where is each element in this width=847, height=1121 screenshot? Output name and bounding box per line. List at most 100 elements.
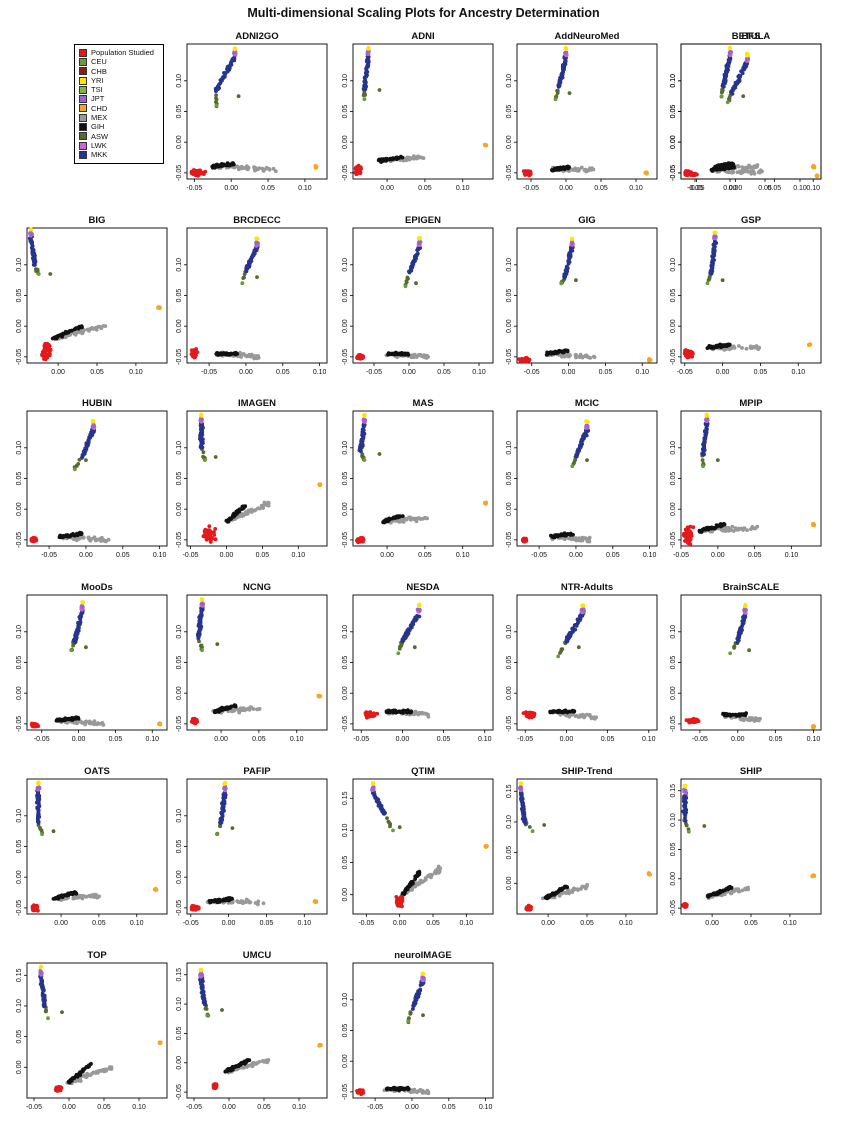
y-tick-label: 0.00: [670, 502, 677, 516]
y-tick-label: 0.10: [342, 74, 349, 88]
data-point: [362, 431, 367, 436]
x-tick-label: -0.05: [692, 736, 708, 743]
data-point: [411, 261, 416, 266]
legend-label: ASW: [91, 131, 109, 141]
data-point: [738, 74, 743, 78]
x-tick-label: 0.10: [642, 736, 656, 743]
data-point: [63, 716, 68, 721]
data-point: [199, 426, 204, 431]
data-point: [201, 601, 205, 606]
x-tick-label: 0.00: [729, 185, 743, 192]
y-tick-label: 0.10: [506, 258, 513, 272]
y-tick-label: 0.10: [342, 441, 349, 455]
x-tick-label: 0.05: [261, 185, 275, 192]
data-point: [255, 356, 259, 361]
data-point: [203, 533, 208, 538]
panel-title: GSP: [741, 215, 762, 226]
data-point: [585, 419, 589, 424]
scatter-panel: HUBIN-0.05 0.00 0.05 0.10-0.050.000.050.10: [16, 398, 168, 559]
plot-frame: [516, 227, 658, 364]
data-point: [384, 156, 389, 161]
data-point: [525, 170, 529, 174]
data-point: [683, 352, 688, 357]
y-tick-label: -0.05: [16, 716, 23, 732]
y-tick-label: 0.00: [670, 135, 677, 149]
data-point: [560, 75, 565, 80]
data-point: [271, 166, 276, 171]
data-point: [40, 353, 45, 358]
data-point: [709, 264, 714, 268]
legend: Population Studied CEU CHB YRI TSI JPT CHD MEX G…: [74, 44, 164, 164]
data-point: [594, 715, 599, 720]
data-point: [207, 528, 212, 533]
y-tick-label: 0.05: [506, 656, 513, 670]
data-point: [721, 528, 725, 533]
x-tick-label: 0.10: [456, 185, 470, 192]
panel-title: BETULA: [732, 31, 771, 42]
data-point: [229, 62, 234, 67]
data-point: [739, 712, 744, 716]
data-point: [357, 446, 362, 451]
legend-entry: MEX: [79, 113, 159, 122]
scatter-panel: BFS-0.05 0.00 0.05 0.10-0.050.000.050.10: [670, 31, 822, 192]
panel-title: MCIC: [575, 398, 599, 409]
data-point: [704, 423, 709, 427]
data-point: [745, 53, 750, 58]
data-point: [192, 716, 197, 721]
y-tick-label: -0.05: [176, 716, 183, 732]
y-tick-label: 0.05: [176, 472, 183, 486]
data-point: [86, 535, 91, 540]
data-point: [723, 77, 728, 82]
data-point: [81, 535, 86, 540]
data-point: [736, 164, 741, 169]
data-point: [728, 46, 733, 50]
data-point: [705, 281, 710, 286]
data-point: [69, 328, 74, 333]
data-point: [698, 530, 702, 534]
data-point: [550, 168, 554, 172]
scatter-panel: IMAGEN-0.05 0.00 0.05 0.10-0.050.000.050.10: [176, 398, 328, 559]
data-point: [520, 357, 525, 362]
x-tick-label: -0.05: [366, 369, 382, 376]
data-point: [241, 504, 245, 509]
data-point: [749, 527, 753, 531]
data-point: [582, 432, 587, 437]
data-point: [360, 354, 364, 359]
data-point: [360, 453, 365, 458]
plot-frame: [680, 227, 822, 364]
data-point: [564, 46, 568, 51]
y-tick-label: 0.05: [16, 472, 23, 486]
data-point: [420, 155, 424, 160]
data-point: [255, 241, 260, 245]
data-point: [704, 427, 709, 431]
data-point: [236, 94, 241, 99]
data-point: [69, 533, 74, 538]
data-point: [208, 540, 213, 544]
data-point: [422, 355, 427, 360]
data-point: [556, 654, 561, 659]
data-point: [229, 59, 234, 64]
data-point: [33, 263, 37, 267]
data-point: [726, 64, 731, 69]
data-point: [558, 651, 562, 655]
legend-label: CHB: [91, 66, 107, 76]
data-point: [727, 51, 732, 55]
data-point: [245, 164, 249, 169]
data-point: [225, 66, 230, 71]
data-point: [691, 172, 696, 177]
y-tick-label: -0.05: [670, 716, 677, 732]
data-point: [81, 600, 85, 604]
plot-frame: [516, 43, 658, 180]
legend-entry: MKK: [79, 150, 159, 159]
data-point: [226, 352, 231, 356]
y-tick-label: 0.05: [670, 656, 677, 670]
data-point: [566, 262, 571, 266]
data-point: [730, 91, 735, 96]
x-tick-label: 0.10: [290, 736, 304, 743]
data-point: [224, 518, 229, 523]
x-tick-label: 0.10: [629, 185, 643, 192]
panel-title: BFS: [742, 31, 761, 42]
data-point: [34, 722, 38, 727]
data-point: [412, 711, 417, 716]
data-point: [716, 167, 721, 172]
